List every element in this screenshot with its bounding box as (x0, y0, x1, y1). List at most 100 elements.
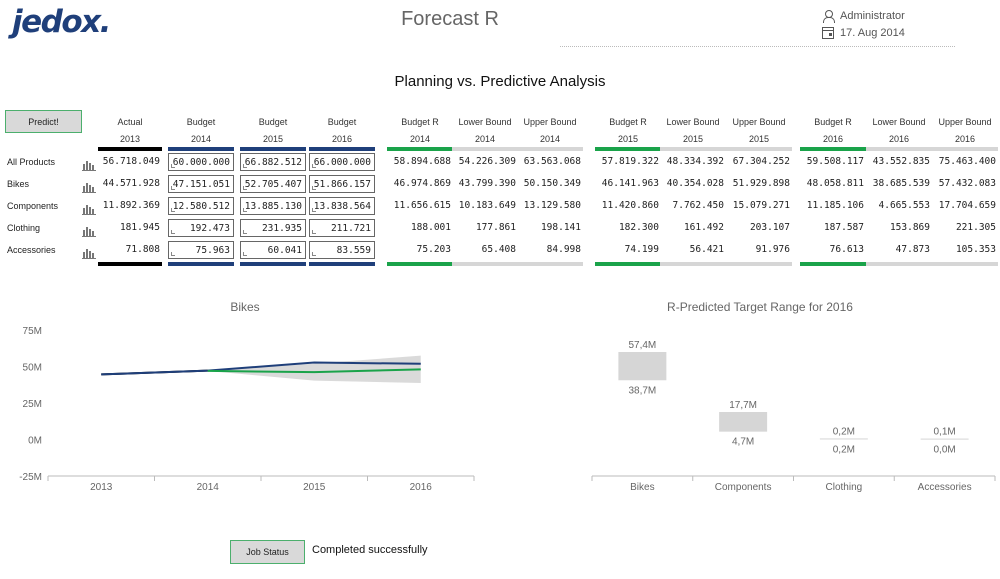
column-header-bar (168, 147, 234, 151)
column-footer-bar (866, 262, 932, 266)
table-cell: 48.334.392 (666, 156, 724, 167)
table-cell: 11.420.860 (601, 200, 659, 211)
budget-input[interactable]: 66.000.000 (309, 153, 375, 171)
y-tick-label: 0M (28, 436, 42, 447)
table-cell: 56.421 (689, 244, 724, 255)
job-status-text: Completed successfully (312, 544, 428, 556)
column-header-year: 2015 (617, 134, 639, 144)
column-header-year: 2015 (682, 134, 704, 144)
table-cell: 63.563.068 (523, 156, 581, 167)
table-cell: 75.203 (416, 244, 451, 255)
column-footer-bar (800, 262, 866, 266)
bikes-line-chart: 75M 50M 25M 0M -25M 2013 2014 2015 2016 (19, 326, 475, 493)
column-header-bar (98, 147, 162, 151)
budget-input[interactable]: 83.559 (309, 241, 375, 259)
column-header: Upper Bound (938, 117, 992, 127)
column-header-bar (240, 147, 306, 151)
table-cell: 75.463.400 (938, 156, 996, 167)
column-header: Lower Bound (458, 117, 512, 127)
user-name[interactable]: Administrator (840, 9, 905, 22)
lower-label: 38,7M (628, 385, 656, 396)
user-panel: Administrator 17. Aug 2014 (822, 7, 905, 41)
category-label: Accessories (918, 482, 972, 493)
table-cell: 13.129.580 (523, 200, 581, 211)
table-cell: 153.869 (889, 222, 930, 233)
column-header-bar (595, 147, 661, 151)
x-tick-label: 2015 (303, 482, 326, 493)
table-cell: 43.799.390 (458, 178, 516, 189)
range-bar (618, 352, 667, 381)
table-cell: 221.305 (955, 222, 996, 233)
budget-input[interactable]: 52.705.407 (240, 175, 306, 193)
budget-input[interactable]: 12.580.512 (168, 197, 234, 215)
table-cell: 84.998 (546, 244, 581, 255)
column-footer-bar (595, 262, 661, 266)
table-cell: 67.304.252 (732, 156, 790, 167)
budget-input[interactable]: 51.866.157 (309, 175, 375, 193)
table-cell: 187.587 (823, 222, 864, 233)
chart-icon[interactable] (82, 244, 96, 259)
column-header-year: 2014 (409, 134, 431, 144)
table-cell: 11.656.615 (393, 200, 451, 211)
budget-input[interactable]: 13.838.564 (309, 197, 375, 215)
predict-button[interactable]: Predict! (5, 110, 82, 133)
budget-input[interactable]: 60.000.000 (168, 153, 234, 171)
column-header-year: 2015 (748, 134, 770, 144)
chart-icon[interactable] (82, 200, 96, 215)
column-header: Budget (186, 117, 216, 127)
budget-input[interactable]: 66.882.512 (240, 153, 306, 171)
category-label: Components (715, 482, 772, 493)
budget-input[interactable]: 13.885.130 (240, 197, 306, 215)
budget-input[interactable]: 211.721 (309, 219, 375, 237)
table-cell: 91.976 (755, 244, 790, 255)
chart-icon[interactable] (82, 178, 96, 193)
budget-input[interactable]: 192.473 (168, 219, 234, 237)
series-line (101, 361, 421, 376)
column-header-year: 2015 (262, 134, 284, 144)
table-cell: 188.001 (410, 222, 451, 233)
table-cell: 177.861 (475, 222, 516, 233)
range-bar-chart: 57,4M 38,7M Bikes 17,7M 4,7M Components 0,2M 0,… (591, 340, 996, 493)
column-header-year: 2016 (954, 134, 976, 144)
table-cell: 48.058.811 (806, 178, 864, 189)
column-footer-bar (309, 262, 375, 266)
column-header: Upper Bound (523, 117, 577, 127)
table-cell: 71.808 (125, 244, 160, 255)
table-cell: 54.226.309 (458, 156, 516, 167)
column-header: Lower Bound (666, 117, 720, 127)
column-header-year: 2016 (331, 134, 353, 144)
column-header: Budget (258, 117, 288, 127)
column-header-year: 2014 (474, 134, 496, 144)
y-tick-label: 50M (23, 363, 42, 374)
column-footer-bar (98, 262, 162, 266)
table-cell: 59.508.117 (806, 156, 864, 167)
table-cell: 7.762.450 (672, 200, 724, 211)
upper-label: 17,7M (729, 400, 757, 411)
table-cell: 43.552.835 (872, 156, 930, 167)
y-tick-label: -25M (19, 472, 42, 483)
column-header: Budget R (609, 117, 647, 127)
table-cell: 46.974.869 (393, 178, 451, 189)
range-bar (819, 438, 868, 440)
table-cell: 15.079.271 (732, 200, 790, 211)
column-header: Upper Bound (732, 117, 786, 127)
category-label: Bikes (630, 482, 654, 493)
column-header-bar (726, 147, 792, 151)
column-header: Actual (117, 117, 143, 127)
table-cell: 76.613 (829, 244, 864, 255)
column-header-bar (452, 147, 518, 151)
job-status-button[interactable]: Job Status (230, 540, 305, 564)
budget-input[interactable]: 60.041 (240, 241, 306, 259)
column-header: Budget (327, 117, 357, 127)
chart-icon[interactable] (82, 222, 96, 237)
budget-input[interactable]: 231.935 (240, 219, 306, 237)
budget-input[interactable]: 47.151.051 (168, 175, 234, 193)
column-header: Budget R (401, 117, 439, 127)
section-title: Planning vs. Predictive Analysis (394, 73, 606, 90)
bikes-chart-title: Bikes (230, 300, 260, 314)
budget-input[interactable]: 75.963 (168, 241, 234, 259)
chart-icon[interactable] (82, 156, 96, 171)
report-title: Forecast R (401, 8, 499, 30)
table-cell: 44.571.928 (102, 178, 160, 189)
x-tick-label: 2016 (410, 482, 433, 493)
